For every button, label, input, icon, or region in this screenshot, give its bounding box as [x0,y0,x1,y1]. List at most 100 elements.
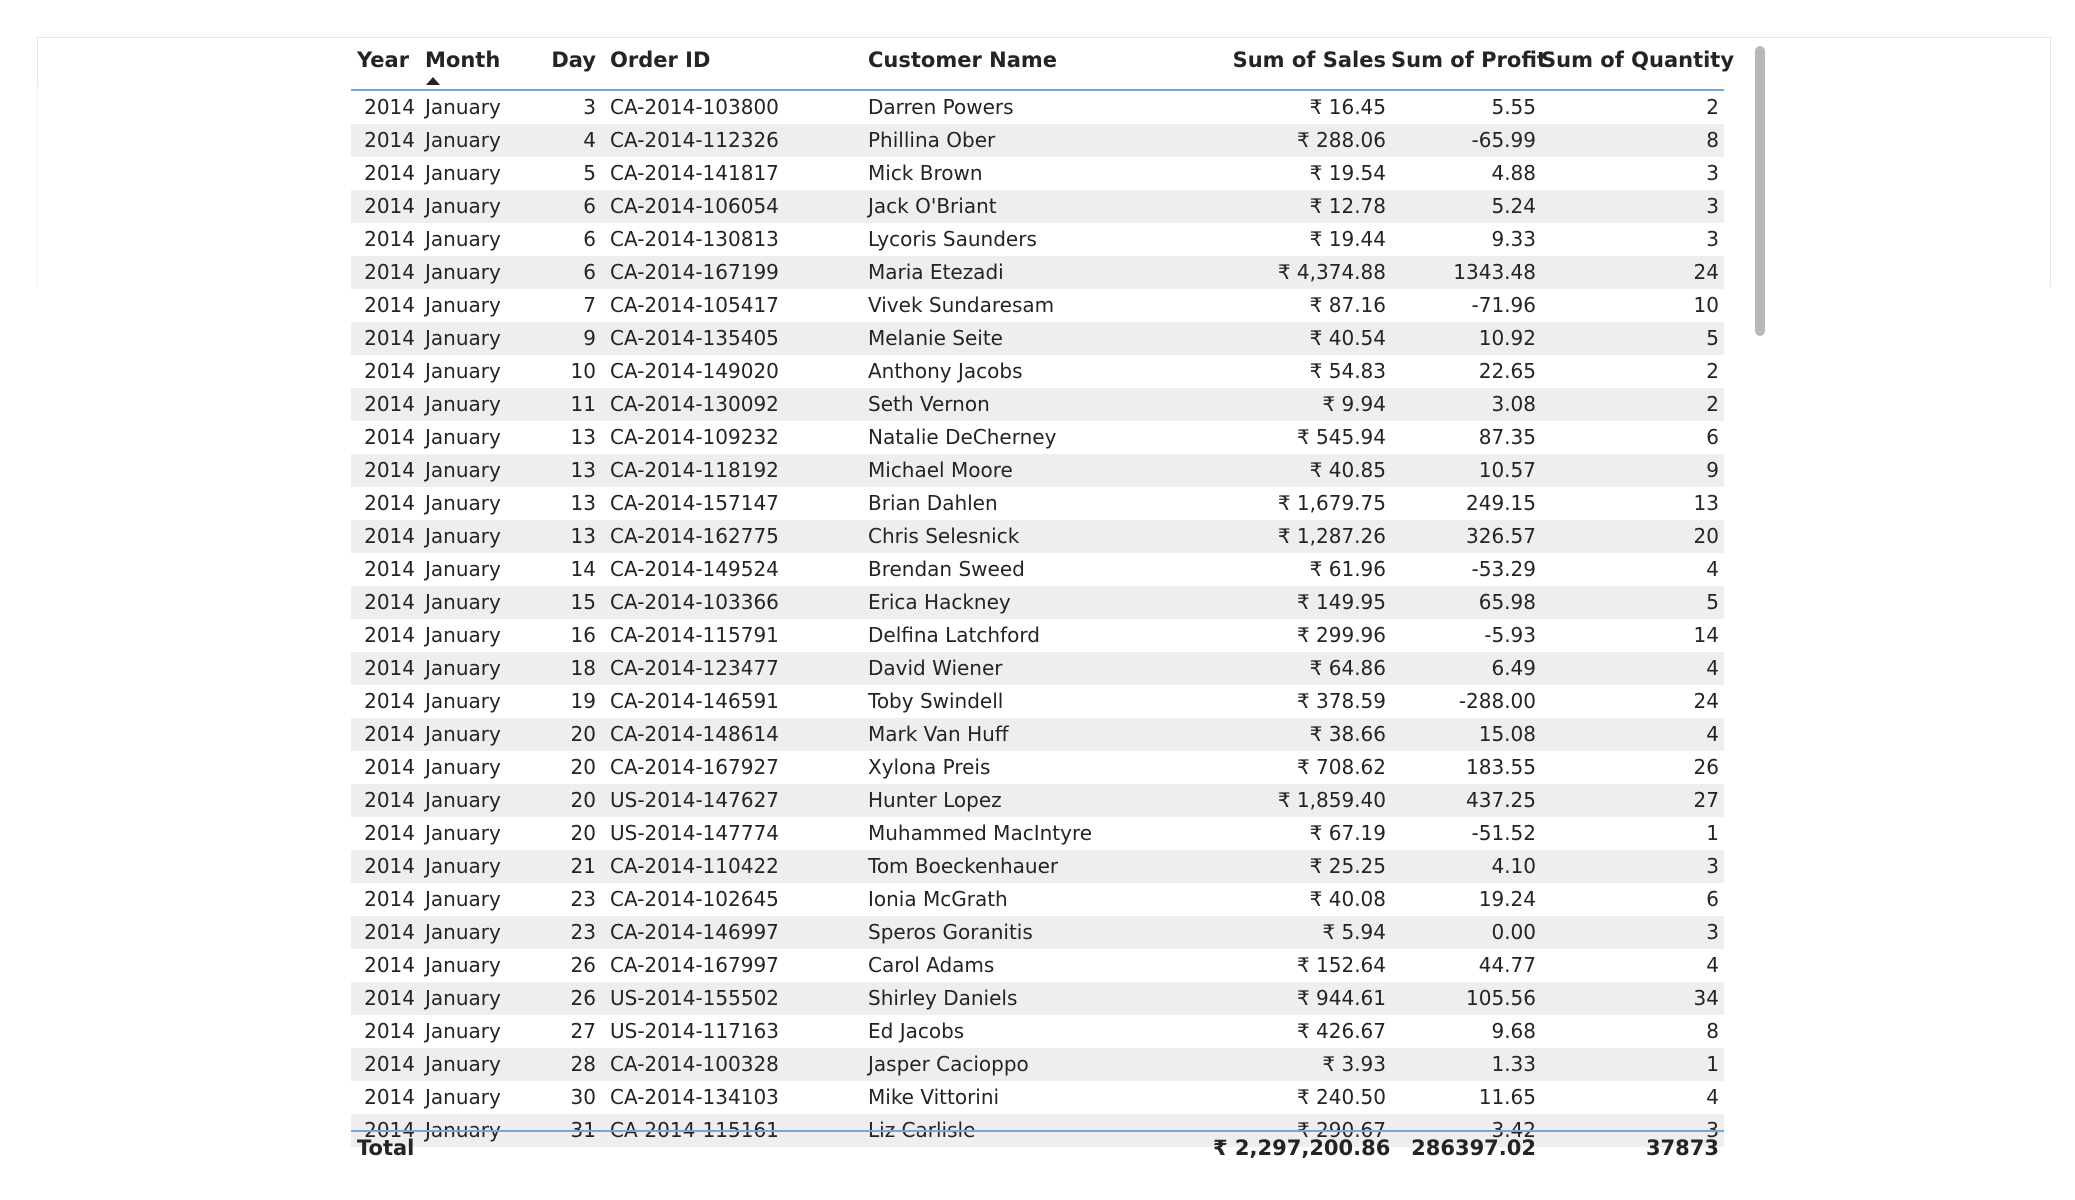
table-row[interactable]: 2014 January 21 CA-2014-110422 Tom Boeckenha… [351,850,1724,883]
cell-customer-name: Lycoris Saunders [868,227,1037,251]
cell-year: 2014 [364,95,415,119]
column-header-order-id[interactable]: Order ID [610,48,711,72]
cell-sum-of-quantity: 4 [1706,557,1719,581]
table-row[interactable]: 2014 January 6 CA-2014-167199 Maria Etezadi ₹… [351,256,1724,289]
cell-sum-of-sales: ₹ 240.50 [1296,1085,1386,1109]
cell-order-id: US-2014-117163 [610,1019,780,1043]
cell-sum-of-quantity: 2 [1706,359,1719,383]
table-row[interactable]: 2014 January 13 CA-2014-157147 Brian Dahlen ₹… [351,487,1724,520]
table-row[interactable]: 2014 January 23 CA-2014-146997 Speros Gorani… [351,916,1724,949]
cell-sum-of-sales: ₹ 40.08 [1309,887,1386,911]
total-row: Total ₹ 2,297,200.86 286397.02 37873 [351,1132,1724,1168]
cell-sum-of-profit: -71.96 [1471,293,1536,317]
table-row[interactable]: 2014 January 16 CA-2014-115791 Delfina Latch… [351,619,1724,652]
column-header-year[interactable]: Year [357,48,410,72]
cell-year: 2014 [364,821,415,845]
cell-sum-of-quantity: 5 [1706,590,1719,614]
column-header-customer-name[interactable]: Customer Name [868,48,1057,72]
table-row[interactable]: 2014 January 13 CA-2014-118192 Michael Moore… [351,454,1724,487]
cell-sum-of-profit: -5.93 [1484,623,1536,647]
table-row[interactable]: 2014 January 6 CA-2014-130813 Lycoris Saunde… [351,223,1724,256]
cell-month: January [425,1019,501,1043]
cell-day: 20 [570,821,596,845]
table-row[interactable]: 2014 January 20 US-2014-147627 Hunter Lopez ₹… [351,784,1724,817]
column-header-sum-of-profit[interactable]: Sum of Profit [1391,48,1547,72]
cell-month: January [425,326,501,350]
table-row[interactable]: 2014 January 26 CA-2014-167997 Carol Adams ₹ … [351,949,1724,982]
vertical-scrollbar[interactable] [1755,46,1765,336]
cell-sum-of-quantity: 24 [1693,689,1719,713]
table-row[interactable]: 2014 January 20 US-2014-147774 Muhammed MacI… [351,817,1724,850]
table-row[interactable]: 2014 January 13 CA-2014-162775 Chris Selesni… [351,520,1724,553]
cell-day: 3 [583,95,596,119]
cell-month: January [425,722,501,746]
table-row[interactable]: 2014 January 7 CA-2014-105417 Vivek Sundares… [351,289,1724,322]
cell-month: January [425,953,501,977]
cell-sum-of-sales: ₹ 288.06 [1296,128,1386,152]
cell-year: 2014 [364,458,415,482]
table-row[interactable]: 2014 January 28 CA-2014-100328 Jasper Caciop… [351,1048,1724,1081]
cell-order-id: CA-2014-112326 [610,128,779,152]
cell-customer-name: Mick Brown [868,161,983,185]
cell-sum-of-profit: 183.55 [1466,755,1536,779]
table-row[interactable]: 2014 January 20 CA-2014-148614 Mark Van Huff… [351,718,1724,751]
total-sum-of-quantity: 37873 [1645,1136,1719,1160]
cell-customer-name: Brendan Sweed [868,557,1025,581]
cell-sum-of-sales: ₹ 19.54 [1309,161,1386,185]
cell-sum-of-quantity: 13 [1693,491,1719,515]
cell-customer-name: Mike Vittorini [868,1085,1000,1109]
table-row[interactable]: 2014 January 20 CA-2014-167927 Xylona Preis ₹… [351,751,1724,784]
table-row[interactable]: 2014 January 19 CA-2014-146591 Toby Swindell… [351,685,1724,718]
table-row[interactable]: 2014 January 6 CA-2014-106054 Jack O'Briant ₹… [351,190,1724,223]
cell-sum-of-profit: 4.88 [1491,161,1536,185]
cell-year: 2014 [364,1085,415,1109]
table-row[interactable]: 2014 January 27 US-2014-117163 Ed Jacobs ₹ 42… [351,1015,1724,1048]
column-header-month[interactable]: Month [425,48,501,72]
cell-order-id: CA-2014-141817 [610,161,779,185]
table-row[interactable]: 2014 January 13 CA-2014-109232 Natalie DeChe… [351,421,1724,454]
table-row[interactable]: 2014 January 3 CA-2014-103800 Darren Powers ₹… [351,91,1724,124]
table-row[interactable]: 2014 January 14 CA-2014-149524 Brendan Sweed… [351,553,1724,586]
cell-sum-of-sales: ₹ 299.96 [1296,623,1386,647]
cell-day: 15 [570,590,596,614]
table-row[interactable]: 2014 January 5 CA-2014-141817 Mick Brown ₹ 19… [351,157,1724,190]
cell-month: January [425,491,501,515]
table-row[interactable]: 2014 January 15 CA-2014-103366 Erica Hackney… [351,586,1724,619]
table-row[interactable]: 2014 January 4 CA-2014-112326 Phillina Ober ₹… [351,124,1724,157]
cell-day: 23 [570,920,596,944]
cell-sum-of-sales: ₹ 152.64 [1296,953,1386,977]
cell-day: 13 [570,458,596,482]
cell-year: 2014 [364,524,415,548]
table-row[interactable]: 2014 January 23 CA-2014-102645 Ionia McGrath… [351,883,1724,916]
cell-sum-of-sales: ₹ 545.94 [1296,425,1386,449]
cell-day: 20 [570,788,596,812]
cell-day: 11 [570,392,596,416]
cell-sum-of-quantity: 4 [1706,722,1719,746]
cell-sum-of-quantity: 2 [1706,392,1719,416]
column-header-sum-of-sales[interactable]: Sum of Sales [1232,48,1386,72]
table-row[interactable]: 2014 January 30 CA-2014-134103 Mike Vittorin… [351,1081,1724,1114]
cell-sum-of-quantity: 3 [1706,161,1719,185]
cell-month: January [425,590,501,614]
cell-sum-of-profit: 65.98 [1478,590,1536,614]
cell-day: 18 [570,656,596,680]
table-row[interactable]: 2014 January 9 CA-2014-135405 Melanie Seite ₹… [351,322,1724,355]
column-header-sum-of-quantity[interactable]: Sum of Quantity [1541,48,1735,72]
table-row[interactable]: 2014 January 11 CA-2014-130092 Seth Vernon ₹ … [351,388,1724,421]
cell-sum-of-sales: ₹ 25.25 [1309,854,1386,878]
cell-customer-name: Jack O'Briant [868,194,997,218]
table-row[interactable]: 2014 January 10 CA-2014-149020 Anthony Jacob… [351,355,1724,388]
cell-sum-of-profit: 44.77 [1478,953,1536,977]
cell-customer-name: Hunter Lopez [868,788,1002,812]
cell-day: 7 [583,293,596,317]
cell-year: 2014 [364,227,415,251]
cell-order-id: US-2014-147627 [610,788,780,812]
table-row[interactable]: 2014 January 26 US-2014-155502 Shirley Danie… [351,982,1724,1015]
cell-order-id: CA-2014-103366 [610,590,779,614]
cell-sum-of-profit: 22.65 [1478,359,1536,383]
sort-ascending-icon[interactable] [426,77,440,85]
column-header-day[interactable]: Day [551,48,596,72]
cell-customer-name: Muhammed MacIntyre [868,821,1093,845]
cell-month: January [425,986,501,1010]
table-row[interactable]: 2014 January 18 CA-2014-123477 David Wiener ₹… [351,652,1724,685]
